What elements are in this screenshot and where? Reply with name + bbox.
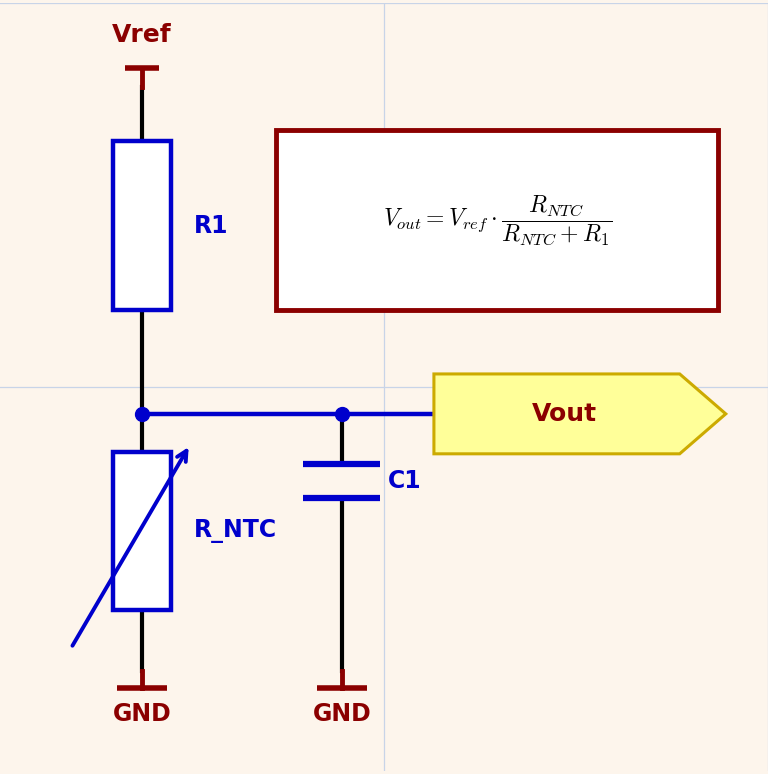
Text: R_NTC: R_NTC [194,519,277,543]
Bar [114,141,170,310]
Text: GND: GND [313,702,371,726]
Bar [276,130,718,310]
Text: GND: GND [113,702,171,726]
Text: R1: R1 [194,214,228,238]
Text: $V_{out} = V_{ref} \cdot \dfrac{R_{NTC}}{R_{NTC} + R_1}$: $V_{out} = V_{ref} \cdot \dfrac{R_{NTC}}… [382,194,612,247]
Bar [114,452,170,610]
Polygon shape [434,374,726,454]
Text: Vref: Vref [112,22,172,46]
Text: C1: C1 [388,469,422,493]
Text: Vout: Vout [532,402,597,426]
